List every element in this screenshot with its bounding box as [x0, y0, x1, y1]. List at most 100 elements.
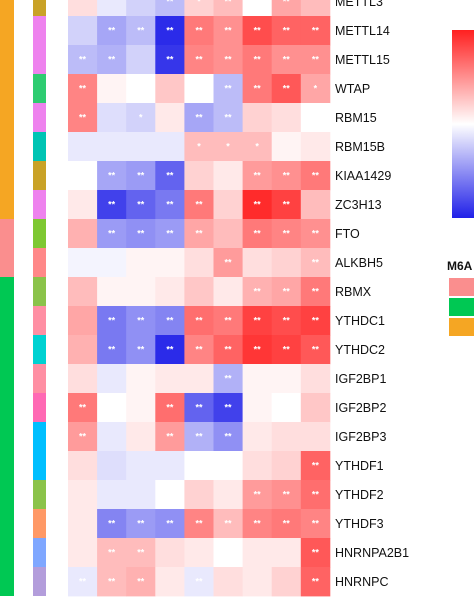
row-label-ythdc1: YTHDC1	[335, 314, 385, 328]
heatmap-cell	[300, 132, 331, 162]
significance-label: **	[166, 345, 174, 355]
heatmap-cell	[97, 480, 127, 510]
significance-label: **	[283, 55, 291, 65]
heatmap-cell	[213, 509, 243, 539]
heatmap-cell	[242, 190, 273, 220]
significance-label: **	[79, 113, 87, 123]
heatmap-cell	[126, 306, 156, 336]
significance-label: *	[139, 113, 143, 123]
group-annotation-ythdf2	[0, 480, 14, 509]
heatmap-cell	[300, 509, 331, 539]
heatmap-cell	[126, 538, 156, 568]
heatmap-cell	[242, 451, 273, 481]
significance-label: **	[79, 577, 87, 587]
heatmap-cell	[68, 219, 98, 249]
heatmap-cell	[68, 306, 98, 336]
heatmap-cell	[271, 74, 302, 104]
row-annotation-mettl15	[33, 45, 46, 74]
significance-label: **	[254, 26, 262, 36]
significance-label: **	[166, 26, 174, 36]
heatmap-cell	[97, 393, 127, 423]
row-annotation-zc3h13	[33, 190, 46, 219]
significance-label: **	[312, 229, 320, 239]
heatmap-cell	[184, 132, 214, 162]
heatmap-cell	[213, 451, 243, 481]
row-annotation-ythdf1	[33, 451, 46, 480]
row-label-mettl15: METTL15	[335, 53, 390, 67]
heatmap-cell	[155, 45, 185, 75]
heatmap-cell	[155, 132, 185, 162]
significance-label: **	[225, 0, 233, 7]
heatmap-cell	[184, 422, 214, 452]
heatmap-cell	[126, 190, 156, 220]
heatmap-cell	[68, 393, 98, 423]
significance-label: **	[137, 229, 145, 239]
significance-label: **	[195, 403, 203, 413]
heatmap-cell	[300, 248, 331, 278]
heatmap-cell	[300, 74, 331, 104]
heatmap-cell	[184, 161, 214, 191]
significance-label: **	[283, 490, 291, 500]
heatmap-cell	[184, 538, 214, 568]
significance-label: **	[312, 171, 320, 181]
row-label-rbm15b: RBM15B	[335, 140, 385, 154]
group-annotation-zc3h13	[0, 190, 14, 219]
significance-label: *	[314, 84, 318, 94]
heatmap-cell	[155, 480, 185, 510]
heatmap-cell	[126, 16, 156, 46]
significance-label: **	[137, 519, 145, 529]
heatmap-cell	[97, 219, 127, 249]
significance-label: **	[108, 548, 116, 558]
heatmap-cell	[300, 277, 331, 307]
heatmap-cell	[184, 306, 214, 336]
heatmap-cell	[242, 306, 273, 336]
row-label-kiaa1429: KIAA1429	[335, 169, 391, 183]
significance-label: **	[137, 200, 145, 210]
group-annotation-kiaa1429	[0, 161, 14, 190]
heatmap-cell	[97, 364, 127, 394]
heatmap-cell	[300, 161, 331, 191]
significance-label: **	[225, 113, 233, 123]
heatmap-cell	[184, 45, 214, 75]
significance-label: **	[254, 200, 262, 210]
significance-label: **	[283, 200, 291, 210]
heatmap-cell	[155, 219, 185, 249]
heatmap-cell	[271, 103, 302, 133]
group-annotation-ythdc2	[0, 335, 14, 364]
heatmap-cell	[155, 509, 185, 539]
row-annotation-mettl14	[33, 16, 46, 45]
row-label-mettl14: METTL14	[335, 24, 390, 38]
significance-label: **	[225, 26, 233, 36]
heatmap-cell	[300, 190, 331, 220]
significance-label: **	[79, 84, 87, 94]
heatmap-cell	[68, 161, 98, 191]
significance-label: **	[195, 345, 203, 355]
row-annotation-hnrnpc	[33, 567, 46, 596]
legend-swatch	[449, 318, 474, 336]
row-label-hnrnpc: HNRNPC	[335, 575, 388, 589]
heatmap-cell	[242, 45, 273, 75]
heatmap-cell	[271, 161, 302, 191]
significance-label: **	[283, 0, 291, 7]
group-annotation-rbm15	[0, 103, 14, 132]
significance-label: **	[283, 287, 291, 297]
significance-label: **	[254, 171, 262, 181]
significance-label: **	[225, 432, 233, 442]
heatmap-cell	[242, 103, 273, 133]
row-annotation-igf2bp2	[33, 393, 46, 422]
heatmap-cell	[271, 451, 302, 481]
heatmap-cell	[271, 306, 302, 336]
heatmap-cell	[68, 45, 98, 75]
heatmap-cell	[242, 74, 273, 104]
significance-label: *	[255, 142, 259, 152]
significance-label: **	[283, 171, 291, 181]
significance-label: **	[166, 0, 174, 7]
heatmap-cell	[184, 393, 214, 423]
significance-label: **	[283, 26, 291, 36]
group-annotation-rbm15b	[0, 132, 14, 161]
heatmap-cell	[68, 248, 98, 278]
group-annotation-rbmx	[0, 277, 14, 306]
heatmap-cell	[126, 0, 156, 17]
heatmap-cell	[271, 364, 302, 394]
heatmap-cell	[126, 45, 156, 75]
